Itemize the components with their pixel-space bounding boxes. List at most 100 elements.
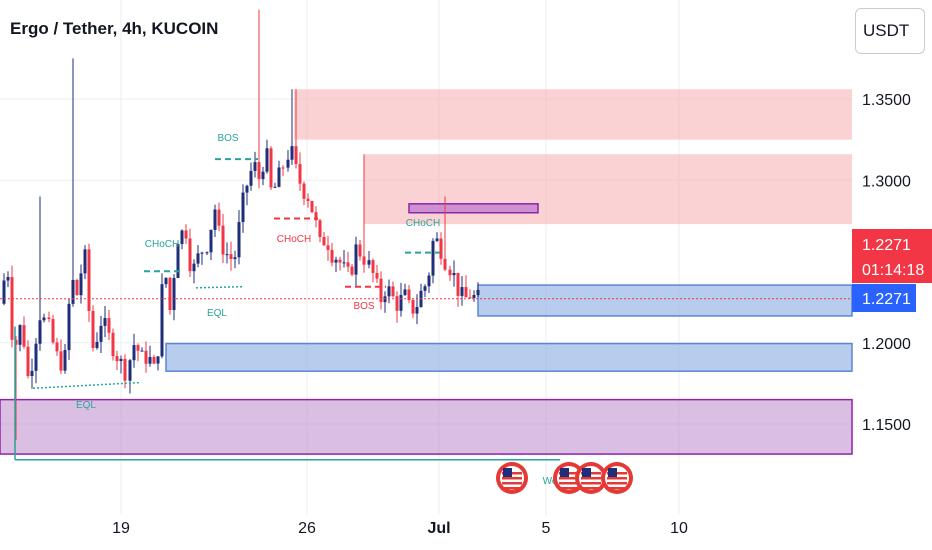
candle-body [184,230,188,239]
candle-body [241,192,245,223]
flag-stripe [502,487,522,490]
zone-supply [364,154,852,225]
time-tick-label: 19 [112,520,130,537]
flag-stripe [607,477,627,480]
structure-label: BOS [217,133,238,144]
candles [2,9,480,441]
flag-canton [608,468,617,477]
candle-body [55,342,59,352]
candle-body [326,245,330,250]
candle-body [95,341,99,348]
candle-body [334,259,338,263]
candle-body [423,286,427,291]
candle-body [83,249,87,274]
candle-body [431,240,435,276]
candle-body [407,289,411,300]
price-tick-label: 1.3000 [862,173,911,190]
candle-body [42,317,46,321]
candle-body [79,273,83,296]
candle-body [387,286,391,297]
price-tick-label: 1.1500 [862,417,911,434]
flag-stripe [581,477,601,480]
current-price-badge [852,229,932,283]
candle-body [87,249,91,311]
zone-marker [408,203,539,214]
candle-body [2,280,6,304]
candle-body [354,244,358,275]
candle-body [286,159,290,168]
candle-body [306,198,310,202]
structure-label: EQL [76,400,96,411]
candle-body [330,249,334,263]
candle-body [342,262,346,264]
candle-body [411,299,415,314]
candle-body [338,259,342,263]
level-price-label: 1.2271 [862,291,911,308]
flag-stripe [559,482,579,485]
candle-body [298,164,302,184]
candle-body [294,146,298,165]
candle-body [367,260,371,265]
us-flag-icon [496,462,528,494]
candle-body [229,254,233,260]
candle-body [123,358,127,381]
candle-body [47,317,51,320]
structure-label: EQL [207,308,227,319]
candle-body [148,357,152,364]
candle-body [225,254,229,256]
candle-body [237,222,241,258]
candle-body [213,209,217,230]
level-price-badge [852,284,916,312]
candle-body [399,294,403,311]
candle-body [136,345,140,351]
candle-body [168,277,172,311]
candle-body [26,346,30,377]
candle-body [476,289,480,296]
flag-canton [503,468,512,477]
candle-body [362,256,366,265]
candle-body [188,238,192,272]
candle-body [346,262,350,267]
candle-body [375,272,379,279]
price-tick-label: 1.3500 [862,92,911,109]
candle-body [415,307,419,314]
candle-body [99,325,103,342]
candle-body [144,350,148,364]
candle-body [14,339,18,345]
flag-stripe [581,482,601,485]
us-flag-icon [601,462,633,494]
time-tick-label: 5 [542,520,551,537]
zone-supply [294,89,852,140]
structure-label: We [543,476,558,487]
currency-button[interactable]: USDT [855,8,925,54]
candle-body [452,272,456,276]
candle-body [152,357,156,364]
price-tick-label: 1.2000 [862,336,911,353]
candle-body [403,289,407,295]
candle-body [464,287,468,298]
zone-range [0,398,853,455]
candle-body [221,225,225,255]
candle-body [217,209,221,226]
candle-body [205,252,209,254]
candle-body [111,332,115,357]
flag-canton [560,468,569,477]
candle-body [261,171,265,180]
candle-body [103,318,107,326]
zone-demand [165,342,853,372]
candle-body [192,263,196,272]
time-tick-label: Jul [427,520,450,537]
candle-body [38,320,42,344]
zones [0,89,853,455]
candle-body [59,351,63,371]
candle-body [164,277,168,285]
candle-body [290,146,294,160]
candle-body [75,279,79,296]
candle-body [119,358,123,362]
price-axis[interactable]: 1.3500 1.3000 1.2000 1.1500 19 26 Jul 5 10 1.2271… [112,92,932,537]
candle-body [233,257,237,260]
candle-body [439,238,443,259]
candle-body [132,345,136,361]
